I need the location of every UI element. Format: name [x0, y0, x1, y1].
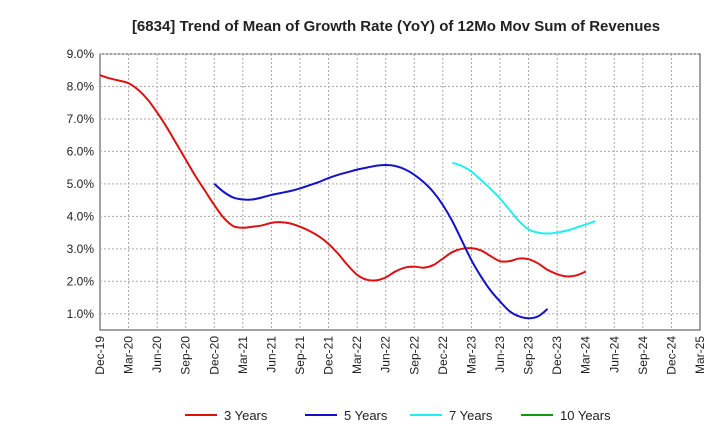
legend-label-3-years: 3 Years [224, 408, 268, 423]
legend-label-10-years: 10 Years [560, 408, 611, 423]
y-tick-label: 2.0% [67, 274, 95, 288]
x-tick-label: Mar-20 [122, 336, 136, 374]
x-tick-label: Dec-23 [550, 336, 564, 375]
x-tick-label: Dec-19 [93, 336, 107, 375]
x-tick-label: Jun-21 [264, 336, 278, 373]
x-axis: Dec-19 Mar-20 Jun-20 Sep-20 Dec-20 Mar-21 Jun-… [93, 336, 707, 375]
series-line-7-years [452, 161, 596, 235]
legend-label-5-years: 5 Years [344, 408, 388, 423]
x-tick-label: Mar-23 [464, 336, 478, 374]
x-tick-label: Mar-24 [579, 336, 593, 374]
x-tick-label: Jun-20 [150, 336, 164, 373]
x-tick-label: Mar-21 [236, 336, 250, 374]
y-tick-label: 8.0% [67, 79, 95, 93]
x-tick-label: Sep-23 [522, 336, 536, 375]
series-line-3-years [99, 74, 587, 282]
legend-label-7-years: 7 Years [449, 408, 493, 423]
grid-layer [100, 53, 700, 330]
series-line-5-years [213, 164, 549, 320]
plot-area [99, 53, 701, 331]
y-axis: 1.0% 2.0% 3.0% 4.0% 5.0% 6.0% 7.0% 8.0% 9.0% [67, 47, 95, 321]
y-tick-label: 6.0% [67, 144, 95, 158]
x-tick-label: Jun-23 [493, 336, 507, 373]
x-tick-label: Sep-22 [407, 336, 421, 375]
x-tick-label: Jun-22 [379, 336, 393, 373]
y-tick-label: 1.0% [67, 307, 95, 321]
y-tick-label: 5.0% [67, 177, 95, 191]
x-tick-label: Jun-24 [607, 336, 621, 373]
x-tick-label: Sep-24 [636, 336, 650, 375]
y-tick-label: 4.0% [67, 209, 95, 223]
y-tick-label: 3.0% [67, 242, 95, 256]
x-tick-label: Dec-21 [322, 336, 336, 375]
y-tick-label: 7.0% [67, 112, 95, 126]
x-tick-label: Dec-22 [436, 336, 450, 375]
chart-title: [6834] Trend of Mean of Growth Rate (YoY… [132, 18, 660, 35]
x-tick-label: Mar-22 [350, 336, 364, 374]
series-layer [99, 74, 596, 320]
y-tick-label: 9.0% [67, 47, 95, 61]
x-tick-label: Sep-20 [179, 336, 193, 375]
x-tick-label: Sep-21 [293, 336, 307, 375]
x-tick-label: Mar-25 [693, 336, 707, 374]
x-tick-label: Dec-24 [664, 336, 678, 375]
legend: 3 Years 5 Years 7 Years 10 Years [185, 408, 611, 423]
x-tick-label: Dec-20 [207, 336, 221, 375]
